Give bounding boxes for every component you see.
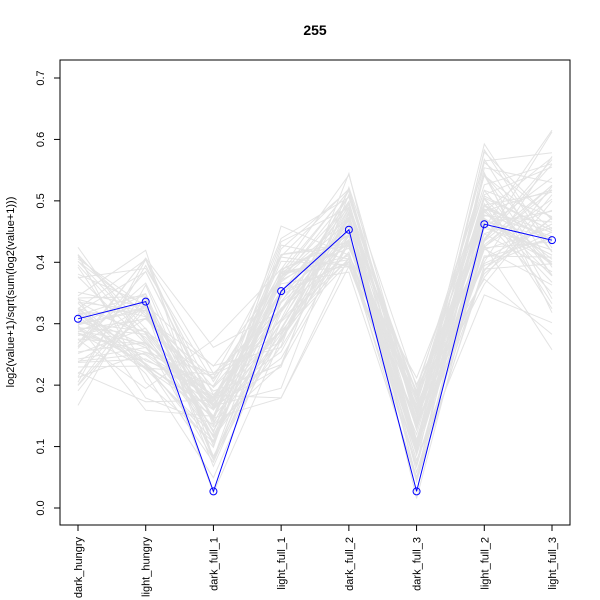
data-point xyxy=(74,314,82,323)
chart-title: 255 xyxy=(303,22,327,38)
x-tick-label: light_hungry xyxy=(141,537,153,597)
x-tick-label: light_full_2 xyxy=(479,537,491,590)
y-tick-label: 0.6 xyxy=(35,132,47,147)
background-line xyxy=(77,167,553,481)
background-line xyxy=(77,227,553,438)
y-axis-label: log2(value+1)/sqrt(sum(log2(value+1))) xyxy=(5,197,17,388)
background-line xyxy=(77,203,553,433)
x-tick-label: light_full_3 xyxy=(547,537,559,590)
y-tick-label: 0.4 xyxy=(35,255,47,270)
y-tick-label: 0.3 xyxy=(35,316,47,331)
background-line xyxy=(77,208,553,444)
data-point xyxy=(548,236,556,245)
background-line xyxy=(77,191,553,424)
y-tick-label: 0.1 xyxy=(35,439,47,454)
x-tick-label: dark_hungry xyxy=(73,537,85,599)
data-point xyxy=(209,487,218,496)
x-axis: dark_hungry light_hungry dark_full_1 light_… xyxy=(73,524,559,599)
x-tick-label: dark_full_3 xyxy=(412,537,424,591)
background-line xyxy=(77,224,553,495)
data-point xyxy=(412,487,421,496)
x-tick-label: dark_full_1 xyxy=(208,537,220,591)
background-line xyxy=(77,233,553,462)
data-point xyxy=(277,287,286,296)
x-tick-label: dark_full_2 xyxy=(344,537,356,591)
background-line xyxy=(77,210,553,397)
data-point xyxy=(480,220,489,229)
data-point xyxy=(344,225,353,234)
background-lines xyxy=(77,129,553,499)
data-point xyxy=(141,297,150,306)
background-line xyxy=(77,189,553,468)
background-line xyxy=(77,214,553,404)
highlighted-series xyxy=(74,220,556,496)
y-tick-label: 0.2 xyxy=(35,377,47,392)
series-line xyxy=(77,223,553,493)
x-tick-label: light_full_1 xyxy=(276,537,288,590)
y-axis: 0.0 0.1 0.2 0.3 0.4 0.5 0.6 0.7 xyxy=(35,70,61,516)
background-line xyxy=(77,220,553,448)
background-line xyxy=(77,189,553,432)
y-tick-label: 0.0 xyxy=(35,500,47,515)
y-tick-label: 0.7 xyxy=(35,70,47,85)
y-tick-label: 0.5 xyxy=(35,193,47,208)
background-line xyxy=(77,173,553,419)
